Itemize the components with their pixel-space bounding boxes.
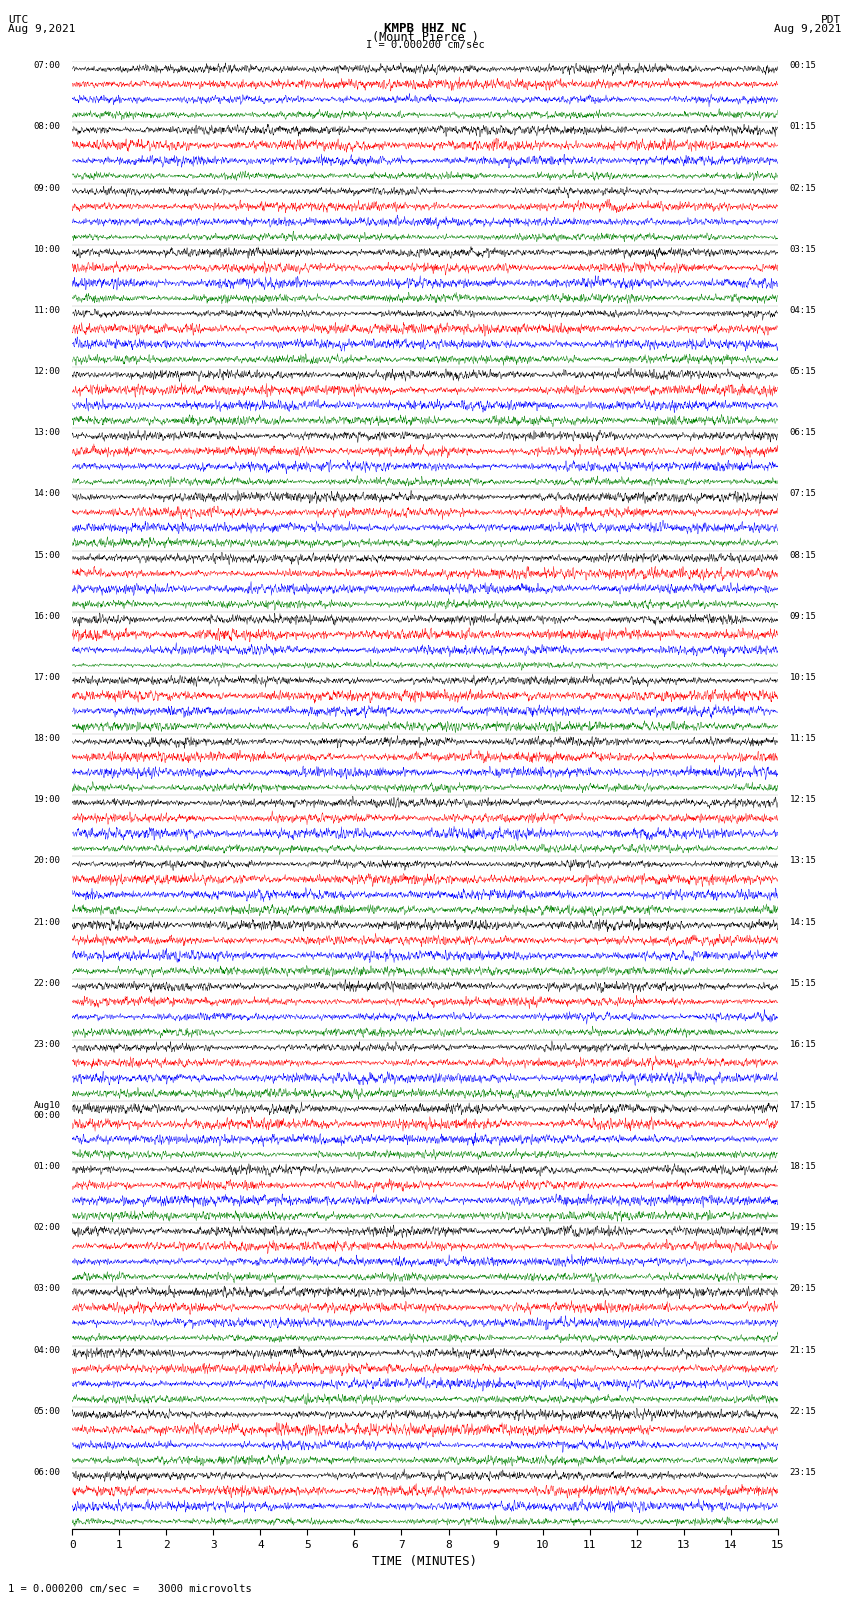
Text: 03:00: 03:00 — [34, 1284, 60, 1294]
Text: 04:00: 04:00 — [34, 1345, 60, 1355]
Text: 17:15: 17:15 — [790, 1102, 816, 1110]
Text: Aug 9,2021: Aug 9,2021 — [8, 24, 76, 34]
Text: 07:15: 07:15 — [790, 489, 816, 498]
Text: 19:00: 19:00 — [34, 795, 60, 805]
Text: 20:15: 20:15 — [790, 1284, 816, 1294]
Text: 06:00: 06:00 — [34, 1468, 60, 1478]
Text: Aug10
00:00: Aug10 00:00 — [34, 1102, 60, 1121]
Text: 11:00: 11:00 — [34, 306, 60, 315]
Text: 12:15: 12:15 — [790, 795, 816, 805]
Text: 23:00: 23:00 — [34, 1040, 60, 1048]
Text: 22:15: 22:15 — [790, 1407, 816, 1416]
Text: (Mount Pierce ): (Mount Pierce ) — [371, 31, 479, 44]
Text: 01:00: 01:00 — [34, 1161, 60, 1171]
Text: 21:00: 21:00 — [34, 918, 60, 926]
Text: 14:00: 14:00 — [34, 489, 60, 498]
Text: 16:00: 16:00 — [34, 611, 60, 621]
Text: 13:00: 13:00 — [34, 429, 60, 437]
Text: 02:15: 02:15 — [790, 184, 816, 192]
Text: Aug 9,2021: Aug 9,2021 — [774, 24, 842, 34]
Text: 15:00: 15:00 — [34, 550, 60, 560]
Text: 15:15: 15:15 — [790, 979, 816, 987]
Text: 05:00: 05:00 — [34, 1407, 60, 1416]
Text: UTC: UTC — [8, 15, 29, 24]
Text: 18:15: 18:15 — [790, 1161, 816, 1171]
Text: 20:00: 20:00 — [34, 857, 60, 865]
Text: 08:15: 08:15 — [790, 550, 816, 560]
Text: 11:15: 11:15 — [790, 734, 816, 744]
Text: 06:15: 06:15 — [790, 429, 816, 437]
Text: KMPB HHZ NC: KMPB HHZ NC — [383, 23, 467, 35]
Text: PDT: PDT — [821, 15, 842, 24]
Text: 14:15: 14:15 — [790, 918, 816, 926]
Text: 01:15: 01:15 — [790, 123, 816, 131]
Text: I = 0.000200 cm/sec: I = 0.000200 cm/sec — [366, 39, 484, 50]
X-axis label: TIME (MINUTES): TIME (MINUTES) — [372, 1555, 478, 1568]
Text: 10:15: 10:15 — [790, 673, 816, 682]
Text: 08:00: 08:00 — [34, 123, 60, 131]
Text: 05:15: 05:15 — [790, 368, 816, 376]
Text: 03:15: 03:15 — [790, 245, 816, 253]
Text: 22:00: 22:00 — [34, 979, 60, 987]
Text: 18:00: 18:00 — [34, 734, 60, 744]
Text: 17:00: 17:00 — [34, 673, 60, 682]
Text: 07:00: 07:00 — [34, 61, 60, 71]
Text: 1 = 0.000200 cm/sec =   3000 microvolts: 1 = 0.000200 cm/sec = 3000 microvolts — [8, 1584, 252, 1594]
Text: 12:00: 12:00 — [34, 368, 60, 376]
Text: 09:00: 09:00 — [34, 184, 60, 192]
Text: 10:00: 10:00 — [34, 245, 60, 253]
Text: 00:15: 00:15 — [790, 61, 816, 71]
Text: 09:15: 09:15 — [790, 611, 816, 621]
Text: 16:15: 16:15 — [790, 1040, 816, 1048]
Text: 19:15: 19:15 — [790, 1223, 816, 1232]
Text: 04:15: 04:15 — [790, 306, 816, 315]
Text: 23:15: 23:15 — [790, 1468, 816, 1478]
Text: 13:15: 13:15 — [790, 857, 816, 865]
Text: 21:15: 21:15 — [790, 1345, 816, 1355]
Text: 02:00: 02:00 — [34, 1223, 60, 1232]
